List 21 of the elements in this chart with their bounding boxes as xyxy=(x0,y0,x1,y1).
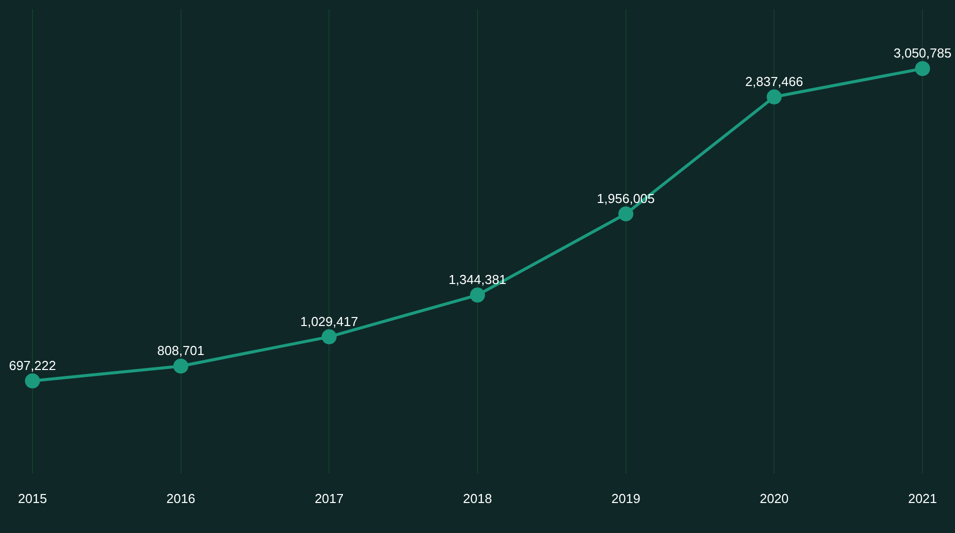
x-tick-label: 2015 xyxy=(18,490,47,506)
data-label: 1,344,381 xyxy=(448,272,506,288)
x-tick-label: 2021 xyxy=(908,490,937,506)
x-tick-label: 2017 xyxy=(314,490,344,506)
x-tick-label: 2019 xyxy=(611,490,640,506)
point xyxy=(173,358,188,374)
x-tick-label: 2018 xyxy=(463,490,492,506)
data-label: 808,701 xyxy=(157,343,204,358)
point xyxy=(915,61,930,76)
point xyxy=(470,288,485,303)
data-label: 3,050,785 xyxy=(894,46,952,61)
x-tick-label: 2016 xyxy=(166,490,196,506)
point xyxy=(322,329,337,344)
data-label: 1,029,417 xyxy=(300,314,358,329)
data-label: 1,956,005 xyxy=(596,190,655,206)
point xyxy=(618,206,634,222)
point xyxy=(766,89,782,104)
x-tick-label: 2020 xyxy=(760,490,789,506)
data-label: 2,837,466 xyxy=(745,74,804,89)
data-label: 697,222 xyxy=(8,358,56,373)
point xyxy=(24,373,40,388)
